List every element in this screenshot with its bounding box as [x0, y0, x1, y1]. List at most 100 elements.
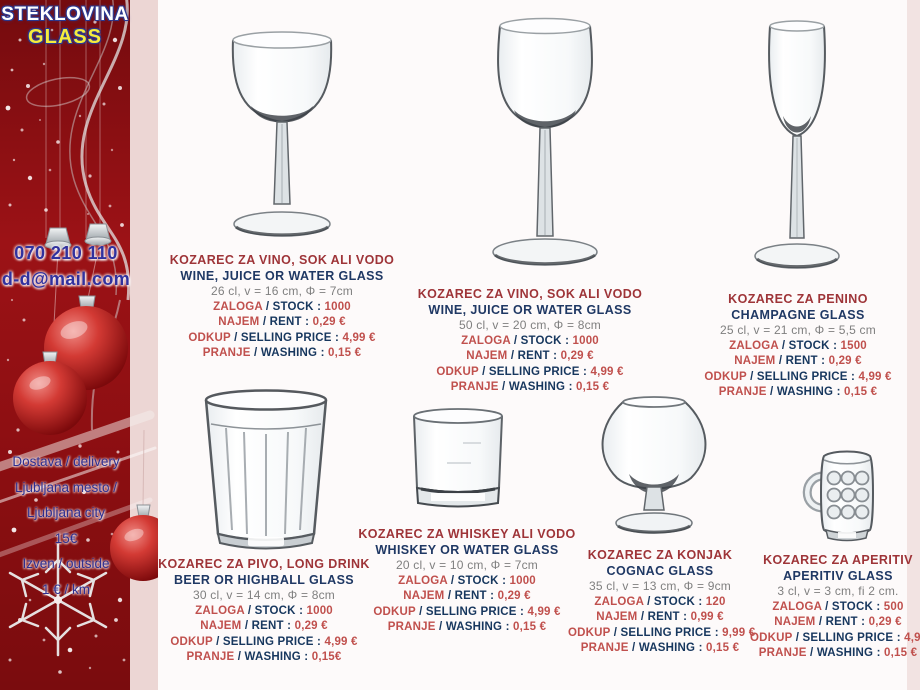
product-card-whiskey: KOZAREC ZA WHISKEY ALI VODO WHISKEY OR W…	[352, 527, 582, 636]
separator-slash: /	[766, 386, 777, 398]
label-en: STOCK	[831, 600, 873, 613]
separator-colon: :	[317, 347, 329, 359]
label-en: RENT	[454, 590, 487, 602]
product-name-sl: KOZAREC ZA KONJAK	[587, 548, 733, 562]
price-value: 1000	[509, 574, 536, 587]
price-row: NAJEM / RENT : 0,29 €	[750, 615, 920, 631]
price-value: 0,15 €	[576, 381, 610, 393]
email-address[interactable]: d-d@mail.com	[1, 269, 131, 289]
separator-slash: /	[637, 611, 648, 623]
product-name-en: COGNAC GLASS	[606, 563, 714, 578]
label-en: WASHING	[816, 647, 874, 659]
separator-colon: :	[579, 365, 591, 378]
product-name-en: APERITIV GLASS	[783, 568, 893, 583]
separator-colon: :	[498, 574, 510, 587]
label-sl: NAJEM	[218, 316, 260, 328]
label-sl: ZALOGA	[594, 595, 644, 608]
label-sl: NAJEM	[466, 350, 508, 362]
wine-glass-small-image	[231, 31, 333, 237]
separator-colon: :	[486, 590, 498, 602]
label-en: STOCK	[653, 595, 695, 608]
price-value: 0,29 €	[868, 616, 902, 628]
price-row: NAJEM / RENT : 0,29 €	[688, 354, 908, 370]
price-value: 0,29 €	[497, 590, 531, 602]
product-name-sl: KOZAREC ZA VINO, SOK ALI VODO	[417, 287, 643, 301]
separator-slash: /	[415, 605, 426, 618]
separator-colon: :	[817, 355, 829, 367]
price-value: 1000	[306, 604, 333, 617]
price-row: ZALOGA / STOCK : 120	[568, 595, 752, 611]
price-row: ZALOGA / STOCK : 1000	[148, 604, 380, 620]
price-value: 0,99 €	[690, 611, 724, 623]
label-en: SELLING PRICE	[222, 635, 314, 648]
price-value: 1000	[572, 334, 599, 347]
separator-slash: /	[444, 590, 455, 602]
logo-line1: STEKLOVINA	[1, 4, 129, 25]
label-sl: PRANJE	[758, 647, 807, 659]
price-value: 0,15 €	[706, 642, 740, 654]
separator-slash: /	[643, 595, 654, 608]
product-name-en: WHISKEY OR WATER GLASS	[375, 542, 559, 557]
separator-colon: :	[872, 600, 884, 613]
price-row: PRANJE / WASHING : 0,15 €	[750, 646, 920, 662]
separator-colon: :	[847, 370, 859, 383]
label-sl: ODKUP	[704, 370, 747, 383]
label-en: STOCK	[272, 300, 314, 313]
label-sl: ZALOGA	[772, 600, 822, 613]
delivery-line: 15€	[54, 530, 78, 546]
price-row: ZALOGA / STOCK : 1500	[688, 339, 908, 355]
right-pink-strip	[907, 0, 920, 690]
price-row: NAJEM / RENT : 0,29 €	[405, 349, 655, 365]
separator-slash: /	[815, 616, 826, 628]
separator-colon: :	[565, 381, 577, 393]
price-row: NAJEM / RENT : 0,99 €	[568, 610, 752, 626]
product-card-wine-large: KOZAREC ZA VINO, SOK ALI VODO WINE, JUIC…	[405, 287, 655, 396]
price-value: 0,29 €	[560, 350, 594, 362]
product-name-sl: KOZAREC ZA VINO, SOK ALI VODO	[169, 253, 395, 267]
separator-slash: /	[610, 626, 621, 639]
price-row: ODKUP / SELLING PRICE : 4,99 €	[148, 635, 380, 651]
label-en: STOCK	[254, 604, 296, 617]
label-sl: ZALOGA	[213, 300, 263, 313]
price-row: ZALOGA / STOCK : 500	[750, 600, 920, 616]
price-row: PRANJE / WASHING : 0,15€	[148, 650, 380, 666]
separator-colon: :	[893, 631, 905, 644]
label-en: SELLING PRICE	[488, 365, 580, 378]
christmas-ball-small	[13, 351, 87, 435]
label-sl: NAJEM	[596, 611, 638, 623]
price-value: 4,99 €	[527, 605, 561, 618]
label-en: SELLING PRICE	[756, 370, 848, 383]
wine-glass-large-image	[492, 17, 598, 266]
label-en: WASHING	[508, 381, 566, 393]
price-row: PRANJE / WASHING : 0,15 €	[162, 346, 402, 362]
price-row: PRANJE / WASHING : 0,15 €	[352, 620, 582, 636]
price-rows: ZALOGA / STOCK : 1000 NAJEM / RENT : 0,29…	[162, 300, 402, 362]
delivery-info: Dostava / delivery Ljubljana mesto / Lju…	[0, 449, 132, 602]
delivery-line: 1 € / km	[41, 581, 90, 597]
label-en: RENT	[825, 616, 858, 628]
whiskey-tumbler-image	[413, 408, 503, 508]
product-size: 3 cl, v = 3 cm, fi 2 cm.	[777, 584, 899, 598]
price-row: PRANJE / WASHING : 0,15 €	[688, 385, 908, 401]
label-en: SELLING PRICE	[802, 631, 894, 644]
separator-colon: :	[561, 334, 573, 347]
label-sl: NAJEM	[774, 616, 816, 628]
separator-slash: /	[234, 651, 245, 663]
price-value: 0,29 €	[828, 355, 862, 367]
separator-slash: /	[792, 631, 803, 644]
separator-colon: :	[857, 616, 869, 628]
label-en: RENT	[647, 611, 680, 623]
label-sl: PRANJE	[186, 651, 235, 663]
label-en: WASHING	[638, 642, 696, 654]
label-sl: PRANJE	[718, 386, 767, 398]
label-en: WASHING	[445, 621, 503, 633]
separator-colon: :	[679, 611, 691, 623]
separator-slash: /	[447, 574, 458, 587]
label-sl: ZALOGA	[398, 574, 448, 587]
price-value: 500	[883, 600, 904, 613]
product-name-sl: KOZAREC ZA PENINO	[728, 292, 868, 306]
label-en: SELLING PRICE	[620, 626, 712, 639]
delivery-line: Izven / outside	[22, 556, 110, 571]
label-sl: ODKUP	[568, 626, 611, 639]
white-streaks	[0, 410, 157, 558]
